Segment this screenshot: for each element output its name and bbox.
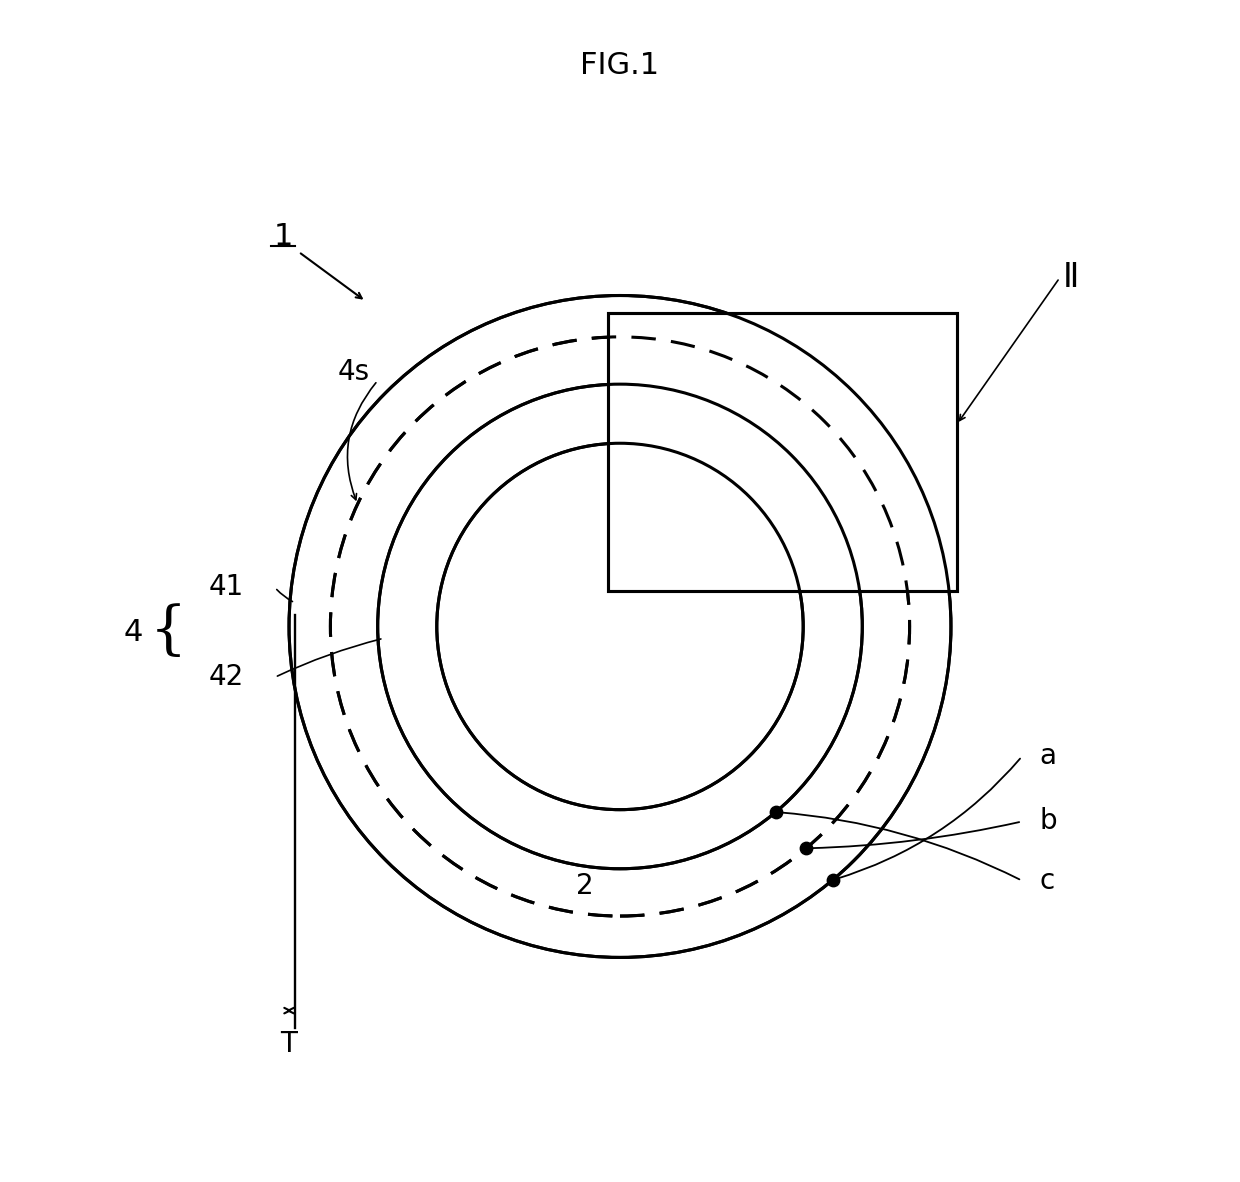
Text: FIG.1: FIG.1: [580, 51, 660, 79]
Point: [796, 839, 816, 858]
Text: 4s: 4s: [339, 358, 370, 387]
Bar: [608, 313, 957, 591]
Text: c: c: [1039, 866, 1055, 895]
Text: 1: 1: [274, 222, 293, 251]
Text: 41: 41: [208, 573, 244, 602]
Bar: [608, 313, 957, 591]
Text: {: {: [150, 604, 187, 661]
Text: 2: 2: [575, 872, 594, 901]
Text: a: a: [1039, 742, 1056, 771]
Point: [766, 803, 786, 821]
Point: [823, 870, 843, 889]
Text: 4: 4: [123, 618, 143, 647]
Text: 42: 42: [208, 663, 244, 691]
Text: b: b: [1039, 807, 1058, 836]
Text: T: T: [280, 1030, 298, 1058]
Text: Ⅱ: Ⅱ: [1063, 261, 1080, 294]
